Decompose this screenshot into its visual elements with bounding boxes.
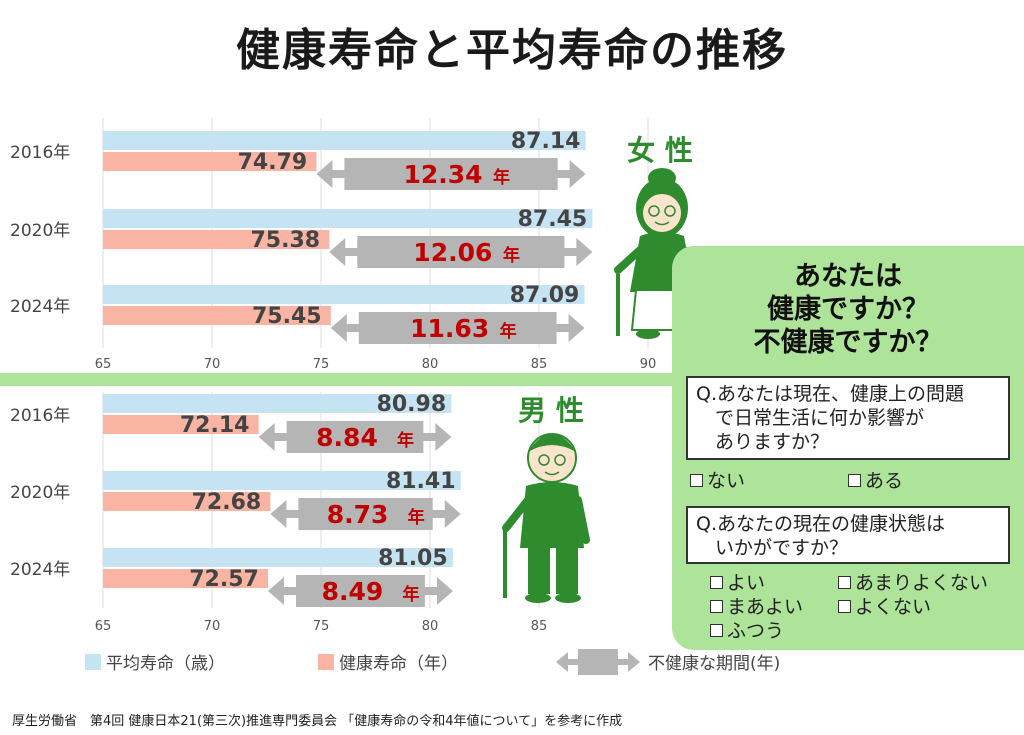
year-label: 2024年 [10,297,70,317]
x-tick-label: 75 [313,619,330,634]
unhealthy-period-unit: 年 [397,430,414,451]
legend-label-healthy-life: 健康寿命（年） [339,654,458,674]
checkbox-icon [710,600,723,613]
q2-option-fairly-good: まあよい [710,592,803,619]
q2-option-average: ふつう [710,616,784,643]
x-tick-label: 70 [204,619,221,634]
healthy-life-value: 75.38 [250,228,320,253]
group-label: 男 性 [518,394,584,427]
year-label: 2016年 [10,406,70,426]
checkbox-icon [690,474,703,487]
legend-label-unhealthy-period: 不健康な期間(年) [648,654,780,674]
year-label: 2024年 [10,560,70,580]
unhealthy-period-arrow [270,498,461,530]
life-expectancy-value: 81.41 [386,469,456,494]
unhealthy-period-value: 12.06 [413,238,492,267]
group-label: 女 性 [627,134,693,167]
unhealthy-period-unit: 年 [402,584,419,605]
x-tick-label: 80 [422,619,439,634]
unhealthy-period-arrow [316,158,586,190]
life-expectancy-value: 81.05 [378,546,448,571]
unhealthy-period-arrow [330,312,585,344]
year-label: 2020年 [10,483,70,503]
unhealthy-period-value: 8.84 [316,423,378,452]
checkbox-icon [848,474,861,487]
healthy-life-bar [103,230,330,249]
unhealthy-period-arrow [268,575,453,607]
healthy-life-bar [103,492,271,511]
x-tick-label: 70 [204,357,221,372]
healthy-life-value: 74.79 [238,150,308,175]
checkbox-icon [838,576,851,589]
q2-option-not-good: よくない [838,592,931,619]
life-expectancy-value: 80.98 [377,392,447,417]
healthy-life-value: 72.68 [192,490,262,515]
source-note: 厚生労働省 第4回 健康日本21(第三次)推進専門委員会 「健康寿命の令和4年値… [12,714,623,729]
x-tick-label: 85 [531,357,548,372]
x-tick-label: 90 [640,357,657,372]
x-tick-label: 85 [531,619,548,634]
healthy-life-bar [103,569,269,588]
page-title: 健康寿命と平均寿命の推移 [236,25,788,76]
life-expectancy-value: 87.09 [510,283,580,308]
x-tick-label: 80 [422,357,439,372]
question-1: Q.あなたは現在、健康上の問題 で日常生活に何か影響が ありますか？ [686,376,1010,460]
healthy-life-value: 72.57 [189,567,259,592]
healthy-life-bar [103,415,259,434]
q1-option-yes: ある [848,466,903,493]
unhealthy-period-unit: 年 [493,167,510,188]
health-question-panel: あなたは 健康ですか？ 不健康ですか？ Q.あなたは現在、健康上の問題 で日常生… [672,246,1024,650]
unhealthy-period-value: 8.73 [327,500,389,529]
legend-swatch-life-expectancy [85,654,101,670]
elderly-man-icon [502,433,590,603]
life-expectancy-bar [103,209,593,228]
q2-option-not-so-good: あまりよくない [838,568,988,595]
unhealthy-period-arrow [329,236,593,268]
healthy-life-value: 72.14 [180,413,250,438]
question-heading: あなたは 健康ですか？ 不健康ですか？ [753,261,943,358]
checkbox-icon [838,600,851,613]
life-expectancy-value: 87.14 [511,129,581,154]
legend-swatch-unhealthy-period [556,649,640,675]
healthy-life-bar [103,152,317,171]
unhealthy-period-value: 8.49 [322,577,384,606]
x-tick-label: 65 [95,619,112,634]
unhealthy-period-unit: 年 [500,321,517,342]
life-expectancy-bar [103,131,586,150]
healthy-life-value: 75.45 [252,304,322,329]
unhealthy-period-arrow [258,421,452,453]
q2-option-good: よい [710,568,765,595]
checkbox-icon [710,624,723,637]
x-tick-label: 75 [313,357,330,372]
unhealthy-period-value: 12.34 [403,160,482,189]
unhealthy-period-unit: 年 [503,245,520,266]
checkbox-icon [710,576,723,589]
x-tick-label: 65 [95,357,112,372]
legend-label-life-expectancy: 平均寿命（歳） [106,654,225,674]
section-divider [0,373,672,386]
unhealthy-period-unit: 年 [408,507,425,528]
year-label: 2020年 [10,221,70,241]
year-label: 2016年 [10,143,70,163]
life-expectancy-value: 87.45 [518,207,588,232]
healthy-life-bar [103,306,331,325]
life-expectancy-bar [103,548,453,567]
life-expectancy-bar [103,471,461,490]
unhealthy-period-value: 11.63 [410,314,489,343]
legend-swatch-healthy-life [318,654,334,670]
question-2: Q.あなたの現在の健康状態は いかがですか？ [686,506,1010,564]
q1-option-none: ない [690,466,745,493]
life-expectancy-bar [103,285,585,304]
life-expectancy-bar [103,394,452,413]
